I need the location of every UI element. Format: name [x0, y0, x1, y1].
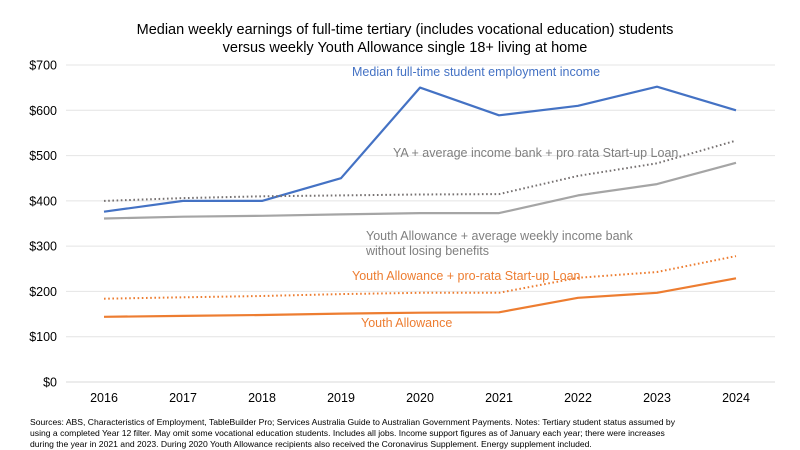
series-line-1 — [103, 85, 737, 213]
series-lines — [103, 85, 737, 318]
y-tick-label: $200 — [29, 285, 57, 299]
series-label-3: Youth Allowance + average weekly income … — [366, 229, 633, 243]
x-tick-label: 2024 — [722, 391, 750, 405]
x-tick-label: 2021 — [485, 391, 513, 405]
source-note-line-2: using a completed Year 12 filter. May om… — [30, 428, 665, 438]
series-label-1: Median full-time student employment inco… — [352, 65, 600, 79]
chart-title-line-1: Median weekly earnings of full-time tert… — [137, 22, 674, 38]
gridlines — [66, 64, 775, 383]
x-tick-label: 2020 — [406, 391, 434, 405]
y-axis-tick-labels: $0 $100 $200 $300 $400 $500 $600 $700 — [29, 59, 57, 390]
y-tick-label: $700 — [29, 59, 57, 73]
series-line-4 — [103, 255, 737, 300]
x-tick-label: 2023 — [643, 391, 671, 405]
y-tick-label: $600 — [29, 104, 57, 118]
series-label-3: without losing benefits — [365, 244, 489, 258]
series-line-2 — [103, 139, 737, 202]
series-line-5 — [103, 277, 737, 318]
y-tick-label: $0 — [43, 376, 57, 390]
chart-title-line-2: versus weekly Youth Allowance single 18+… — [223, 40, 588, 56]
y-tick-label: $400 — [29, 194, 57, 208]
x-tick-label: 2018 — [248, 391, 276, 405]
y-tick-label: $300 — [29, 240, 57, 254]
x-tick-label: 2016 — [90, 391, 118, 405]
source-note-line-1: Sources: ABS, Characteristics of Employm… — [30, 417, 676, 427]
series-label-4: Youth Allowance + pro-rata Start-up Loan — [352, 269, 581, 283]
source-note: Sources: ABS, Characteristics of Employm… — [30, 417, 676, 449]
source-note-line-3: during the year in 2021 and 2023. During… — [30, 439, 592, 449]
y-tick-label: $500 — [29, 149, 57, 163]
series-line-3 — [103, 161, 737, 220]
series-label-2: YA + average income bank + pro rata Star… — [393, 146, 678, 160]
x-tick-label: 2017 — [169, 391, 197, 405]
x-tick-label: 2019 — [327, 391, 355, 405]
y-tick-label: $100 — [29, 330, 57, 344]
x-axis-tick-labels: 2016 2017 2018 2019 2020 2021 2022 2023 2024 — [90, 391, 750, 405]
series-labels: Median full-time student employment inco… — [352, 65, 678, 330]
chart-title: Median weekly earnings of full-time tert… — [137, 22, 674, 56]
series-label-5: Youth Allowance — [361, 316, 452, 330]
x-tick-label: 2022 — [564, 391, 592, 405]
